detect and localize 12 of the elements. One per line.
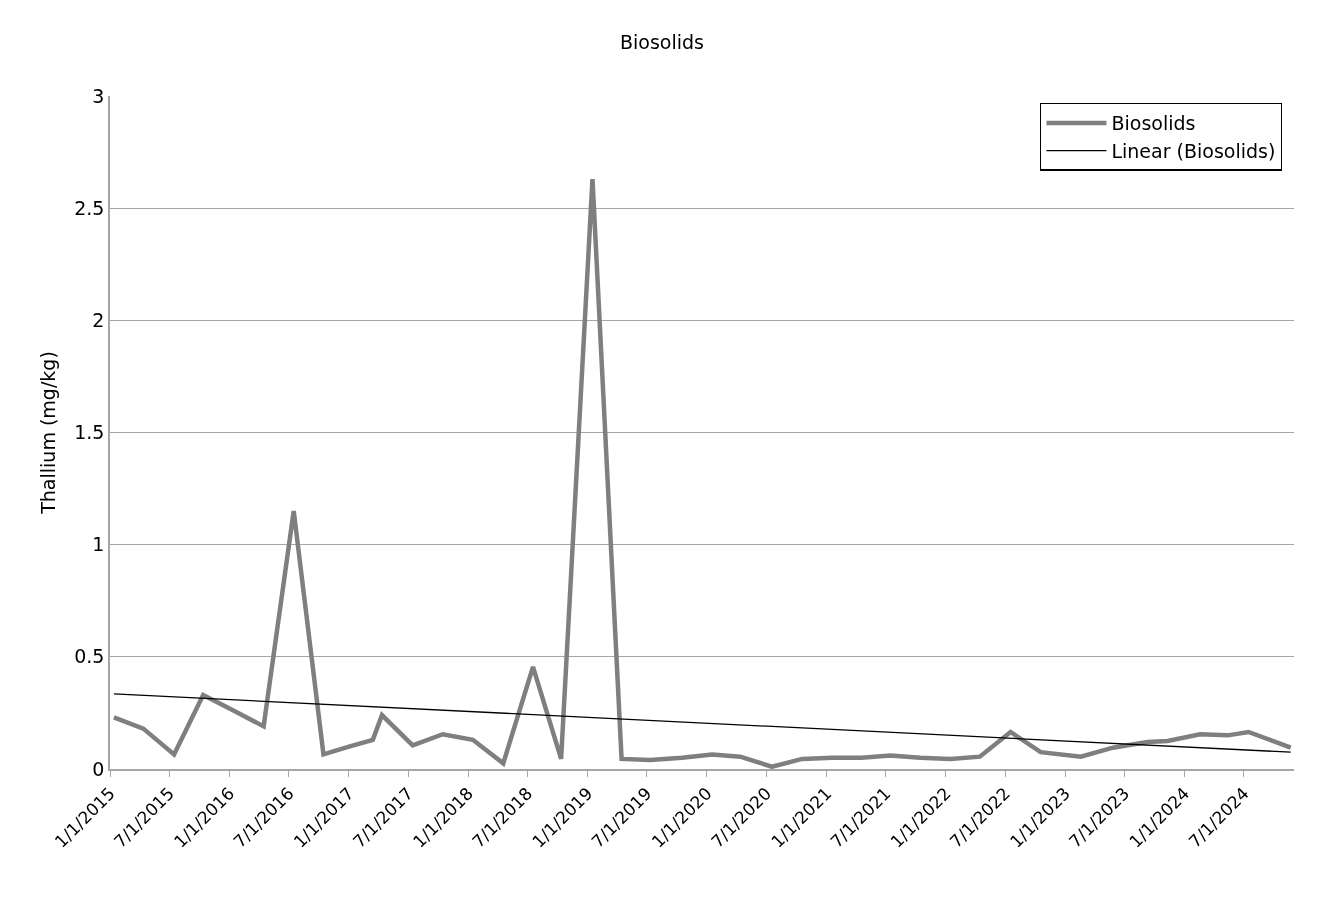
y-tick-label: 0 <box>92 757 105 780</box>
y-tick-label: 0.5 <box>74 645 105 668</box>
y-tick-label: 2 <box>92 308 105 331</box>
line-series <box>111 176 1293 769</box>
legend-label: Biosolids <box>1111 112 1196 135</box>
y-tick-label: 2.5 <box>74 196 105 219</box>
y-tick-label: 1.5 <box>74 421 105 444</box>
chart-title: Biosolids <box>620 31 704 54</box>
y-tick-label: 1 <box>92 533 105 556</box>
y-tick-label: 3 <box>92 84 105 107</box>
y-axis-title: Thallium (mg/kg) <box>36 351 59 515</box>
legend-label: Linear (Biosolids) <box>1111 139 1276 162</box>
